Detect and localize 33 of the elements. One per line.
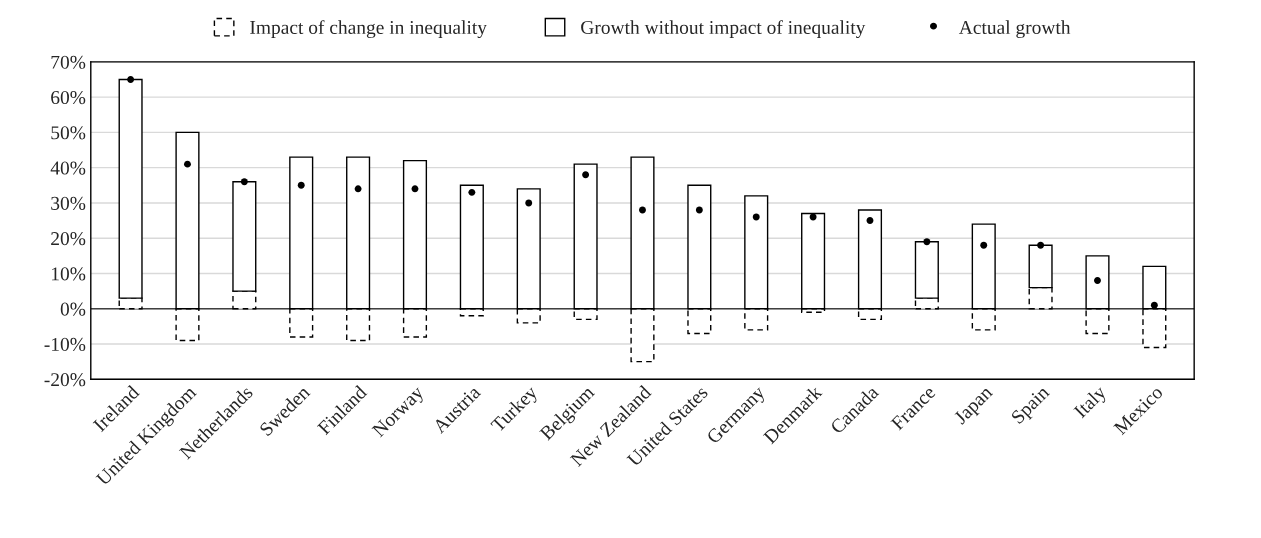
legend-label: Impact of change in inequality [250, 20, 487, 39]
point [923, 238, 931, 246]
legend-label: Growth without impact of inequality [581, 20, 866, 39]
point [639, 206, 646, 214]
y-tick-label: -20% [44, 373, 86, 387]
point [1037, 241, 1045, 249]
legend-label: Actual growth [958, 20, 1071, 39]
point [695, 206, 703, 214]
y-tick-label: 40% [50, 161, 86, 175]
point [127, 76, 135, 83]
point [184, 160, 191, 168]
y-tick-label: -10% [44, 337, 86, 352]
point [525, 199, 533, 207]
y-tick-label: 70% [51, 55, 86, 69]
y-tick-label: 10% [52, 267, 86, 281]
y-tick-label: 20% [51, 232, 86, 246]
point [980, 241, 988, 249]
point [752, 213, 760, 221]
point [582, 171, 590, 179]
x-tick-label: Italy [1072, 384, 1110, 422]
y-tick-label: 0% [60, 302, 86, 316]
point [468, 188, 476, 196]
point [354, 185, 362, 193]
y-tick-label: 60% [51, 90, 86, 105]
point [297, 181, 305, 189]
point [1150, 301, 1158, 309]
y-tick-label: 30% [51, 196, 86, 210]
bar [801, 212, 826, 310]
point [240, 178, 248, 186]
point [866, 217, 874, 225]
point [1094, 277, 1101, 285]
y-tick-label: 50% [51, 126, 86, 140]
point [411, 185, 419, 193]
